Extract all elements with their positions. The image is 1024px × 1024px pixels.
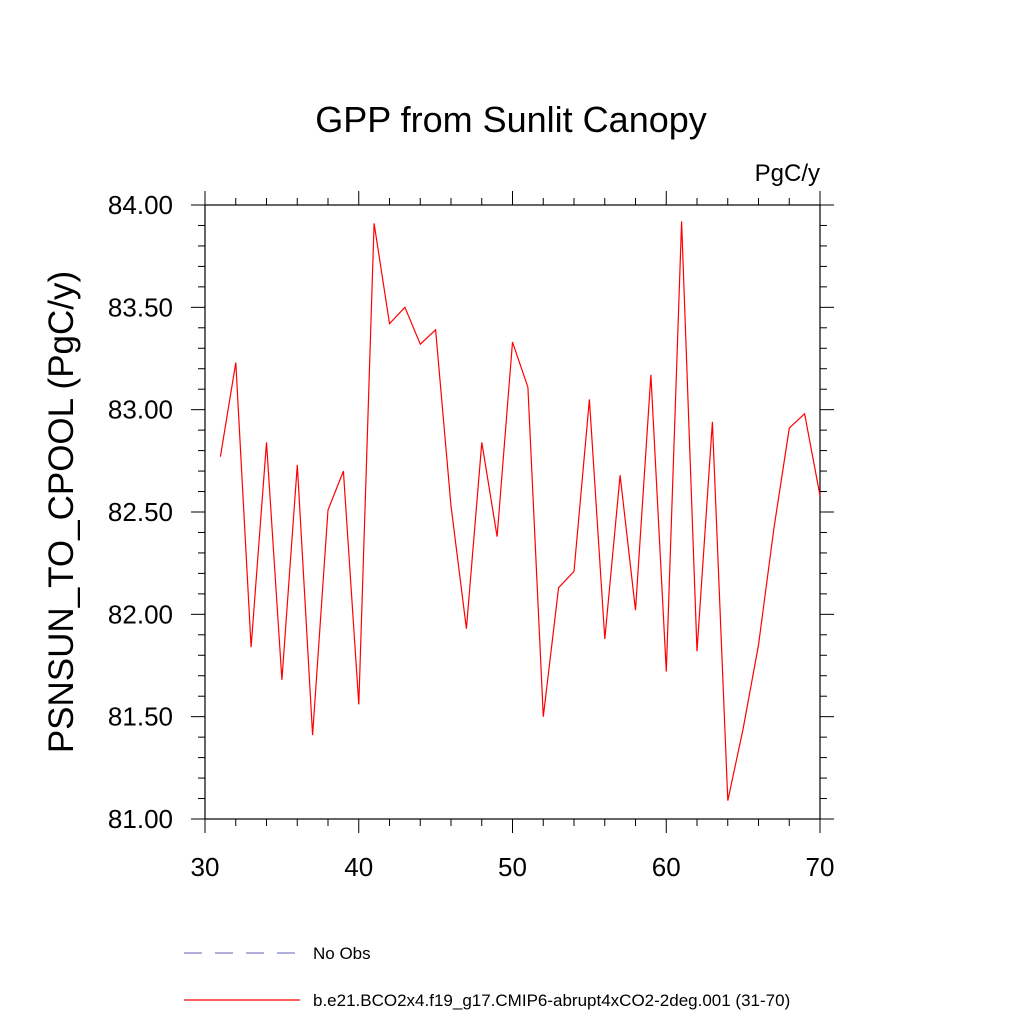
y-tick-label: 81.00	[108, 804, 173, 834]
x-tick-label: 60	[652, 852, 681, 882]
chart-title: GPP from Sunlit Canopy	[315, 99, 707, 140]
x-tick-label: 50	[498, 852, 527, 882]
legend-label-no-obs: No Obs	[313, 944, 371, 963]
y-tick-label: 82.50	[108, 497, 173, 527]
axis-tick-labels: 30 40 50 60 70 81.00 81.50 82.00 82.50 83.00 83.50…	[108, 190, 835, 882]
y-tick-label: 82.00	[108, 599, 173, 629]
x-tick-label: 70	[806, 852, 835, 882]
y-tick-label: 83.50	[108, 292, 173, 322]
y-tick-label: 84.00	[108, 190, 173, 220]
y-axis-label: PSNSUN_TO_CPOOL (PgC/y)	[42, 271, 81, 753]
y-tick-label: 83.00	[108, 395, 173, 425]
units-label: PgC/y	[755, 160, 820, 187]
axis-ticks	[191, 191, 834, 833]
x-tick-label: 30	[191, 852, 220, 882]
legend: No Obs b.e21.BCO2x4.f19_g17.CMIP6-abrupt…	[184, 944, 790, 1010]
y-tick-label: 81.50	[108, 702, 173, 732]
x-tick-label: 40	[344, 852, 373, 882]
plot-frame	[204, 204, 821, 820]
legend-label-model-run: b.e21.BCO2x4.f19_g17.CMIP6-abrupt4xCO2-2…	[313, 991, 790, 1010]
series-layer	[219, 221, 821, 801]
series-line	[219, 221, 821, 801]
